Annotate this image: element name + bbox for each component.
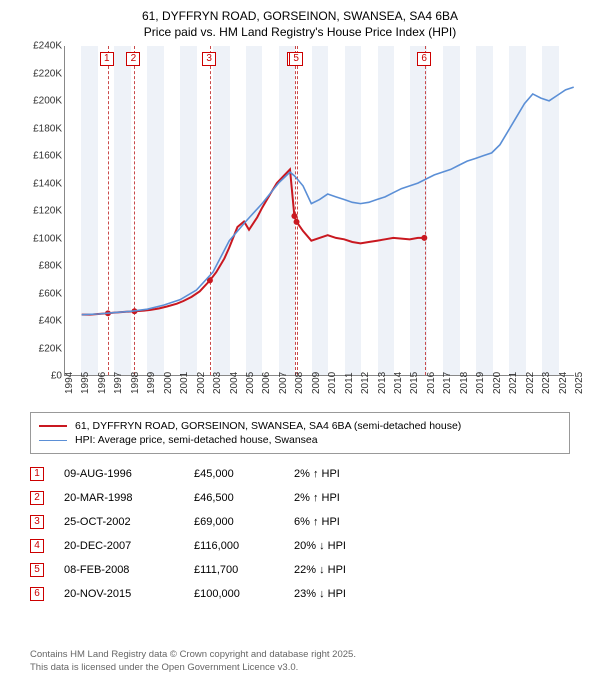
tx-date: 20-DEC-2007	[64, 540, 174, 552]
legend-label-hpi: HPI: Average price, semi-detached house,…	[75, 434, 318, 446]
footer-line2: This data is licensed under the Open Gov…	[30, 662, 590, 674]
table-row: 4 20-DEC-2007 £116,000 20% ↓ HPI	[30, 534, 570, 558]
y-tick-label: £120K	[20, 206, 62, 217]
series-property	[82, 170, 425, 315]
table-row: 1 09-AUG-1996 £45,000 2% ↑ HPI	[30, 462, 570, 486]
y-tick-label: £200K	[20, 96, 62, 107]
tx-date: 20-NOV-2015	[64, 588, 174, 600]
tx-delta: 6% ↑ HPI	[294, 516, 394, 528]
table-row: 6 20-NOV-2015 £100,000 23% ↓ HPI	[30, 582, 570, 606]
y-tick-label: £0	[20, 371, 62, 382]
footer-line1: Contains HM Land Registry data © Crown c…	[30, 649, 590, 661]
series-hpi	[82, 88, 574, 316]
series-dot	[294, 219, 300, 225]
y-tick-label: £20K	[20, 343, 62, 354]
legend-swatch-hpi	[39, 440, 67, 441]
tx-marker: 6	[30, 587, 44, 601]
footer: Contains HM Land Registry data © Crown c…	[30, 649, 590, 674]
table-row: 3 25-OCT-2002 £69,000 6% ↑ HPI	[30, 510, 570, 534]
tx-price: £111,700	[194, 564, 274, 576]
transaction-marker-box: 1	[100, 52, 114, 66]
tx-marker: 5	[30, 563, 44, 577]
chart-area: £0 £20K £40K £60K £80K £100K £120K £140K £160K £1…	[20, 46, 580, 406]
tx-date: 09-AUG-1996	[64, 468, 174, 480]
legend-label-property: 61, DYFFRYN ROAD, GORSEINON, SWANSEA, SA…	[75, 420, 461, 432]
table-row: 2 20-MAR-1998 £46,500 2% ↑ HPI	[30, 486, 570, 510]
tx-price: £45,000	[194, 468, 274, 480]
legend-swatch-property	[39, 425, 67, 427]
tx-delta: 2% ↑ HPI	[294, 492, 394, 504]
transaction-marker-box: 6	[417, 52, 431, 66]
y-tick-label: £100K	[20, 233, 62, 244]
transaction-marker-box: 2	[126, 52, 140, 66]
tx-marker: 4	[30, 539, 44, 553]
plot-region	[64, 46, 574, 376]
title-line1: 61, DYFFRYN ROAD, GORSEINON, SWANSEA, SA…	[10, 8, 590, 24]
tx-date: 20-MAR-1998	[64, 492, 174, 504]
y-tick-label: £160K	[20, 151, 62, 162]
tx-delta: 22% ↓ HPI	[294, 564, 394, 576]
y-tick-label: £40K	[20, 316, 62, 327]
y-tick-label: £140K	[20, 178, 62, 189]
tx-price: £46,500	[194, 492, 274, 504]
tx-price: £100,000	[194, 588, 274, 600]
tx-delta: 23% ↓ HPI	[294, 588, 394, 600]
transaction-table: 1 09-AUG-1996 £45,000 2% ↑ HPI 2 20-MAR-1998 £…	[30, 462, 570, 606]
tx-price: £116,000	[194, 540, 274, 552]
tx-delta: 20% ↓ HPI	[294, 540, 394, 552]
chart-title: 61, DYFFRYN ROAD, GORSEINON, SWANSEA, SA…	[10, 8, 590, 40]
legend-row-hpi: HPI: Average price, semi-detached house,…	[39, 433, 561, 447]
line-chart-svg	[65, 46, 574, 375]
y-tick-label: £80K	[20, 261, 62, 272]
y-tick-label: £60K	[20, 288, 62, 299]
series-dot	[291, 213, 297, 219]
tx-marker: 1	[30, 467, 44, 481]
series-dot	[421, 235, 427, 241]
title-line2: Price paid vs. HM Land Registry's House …	[10, 24, 590, 40]
tx-marker: 3	[30, 515, 44, 529]
tx-date: 08-FEB-2008	[64, 564, 174, 576]
legend-row-property: 61, DYFFRYN ROAD, GORSEINON, SWANSEA, SA…	[39, 419, 561, 433]
table-row: 5 08-FEB-2008 £111,700 22% ↓ HPI	[30, 558, 570, 582]
legend: 61, DYFFRYN ROAD, GORSEINON, SWANSEA, SA…	[30, 412, 570, 454]
tx-date: 25-OCT-2002	[64, 516, 174, 528]
tx-price: £69,000	[194, 516, 274, 528]
transaction-marker-box: 5	[289, 52, 303, 66]
transaction-marker-box: 3	[202, 52, 216, 66]
x-tick-label: 2025	[574, 372, 600, 394]
tx-delta: 2% ↑ HPI	[294, 468, 394, 480]
tx-marker: 2	[30, 491, 44, 505]
y-tick-label: £180K	[20, 123, 62, 134]
y-tick-label: £220K	[20, 68, 62, 79]
y-tick-label: £240K	[20, 41, 62, 52]
